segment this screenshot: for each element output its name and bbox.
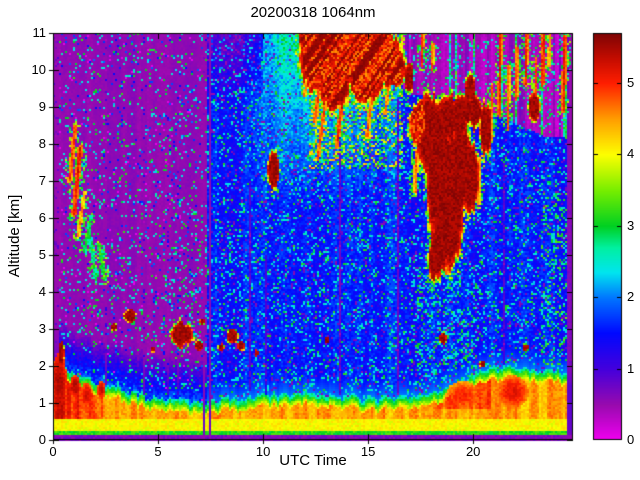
x-tick-label: 0 [49, 444, 57, 459]
x-axis-label: UTC Time [279, 452, 347, 469]
y-tick-label: 2 [38, 358, 46, 373]
colorbar-tick-label: 3 [627, 217, 635, 233]
plot-title: 20200318 1064nm [250, 4, 376, 21]
y-tick-label: 8 [38, 136, 46, 151]
y-tick-label: 1 [38, 395, 46, 410]
x-tick-label: 20 [465, 444, 481, 459]
y-tick-label: 0 [38, 432, 46, 447]
x-tick-label: 10 [255, 444, 271, 459]
y-tick-label: 5 [38, 247, 46, 262]
x-tick-label: 15 [360, 444, 376, 459]
colorbar-tick-label: 0 [627, 432, 635, 447]
y-tick-label: 3 [38, 321, 46, 336]
x-tick-label: 5 [154, 444, 162, 459]
colorbar-tick-label: 4 [627, 146, 635, 162]
y-tick-label: 10 [31, 62, 46, 77]
y-tick-label: 11 [32, 25, 47, 40]
colorbar-tick-label: 2 [627, 289, 635, 305]
y-tick-label: 9 [38, 99, 46, 114]
colorbar-tick-label: 5 [627, 74, 635, 90]
y-tick-label: 6 [38, 210, 46, 225]
y-tick-label: 7 [38, 173, 46, 188]
colorbar-tick-label: 1 [627, 360, 635, 376]
y-tick-label: 4 [38, 284, 46, 299]
